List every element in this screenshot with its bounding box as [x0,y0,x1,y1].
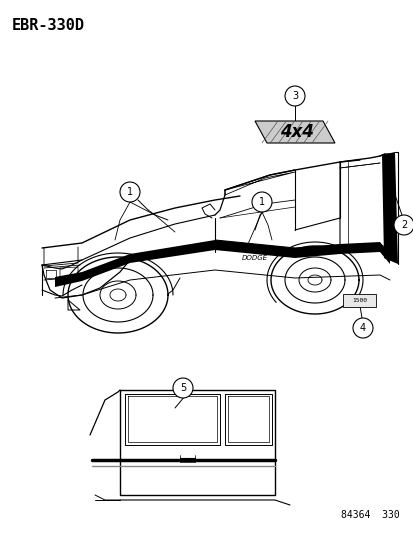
Text: 5: 5 [179,383,186,393]
Polygon shape [55,240,389,287]
Circle shape [252,192,271,212]
Circle shape [284,86,304,106]
Polygon shape [381,152,397,264]
Text: 84364  330: 84364 330 [340,510,399,520]
Circle shape [393,215,413,235]
Text: EBR-330D: EBR-330D [12,18,85,33]
Circle shape [173,378,192,398]
Circle shape [120,182,140,202]
Text: 4x4: 4x4 [279,123,313,141]
Text: 4: 4 [359,323,365,333]
Text: 1: 1 [258,197,264,207]
FancyBboxPatch shape [343,294,375,306]
Text: 1: 1 [127,187,133,197]
Text: DODGE: DODGE [242,255,267,261]
Text: 2: 2 [400,220,406,230]
Text: 3: 3 [291,91,297,101]
Circle shape [352,318,372,338]
Text: 1500: 1500 [351,297,367,303]
Polygon shape [254,121,334,143]
